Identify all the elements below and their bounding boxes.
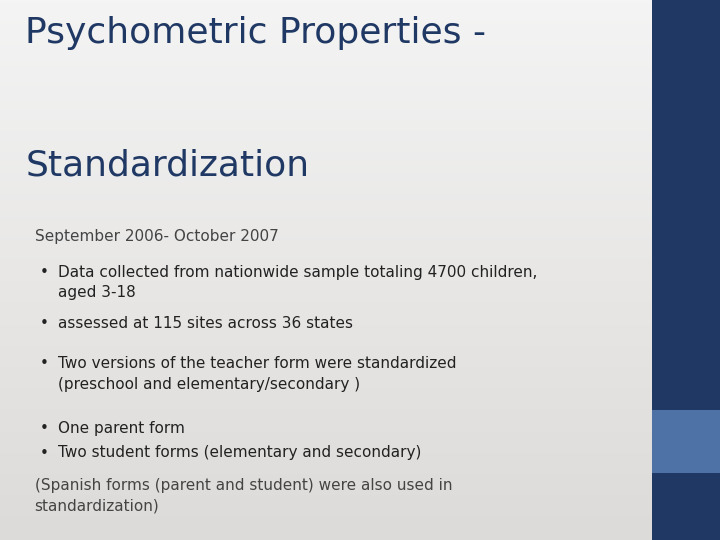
Text: •: •: [40, 421, 48, 436]
Text: •: •: [40, 356, 48, 372]
Bar: [652, 410, 720, 472]
Text: Data collected from nationwide sample totaling 4700 children,
aged 3-18: Data collected from nationwide sample to…: [58, 265, 537, 300]
Text: (Spanish forms (parent and student) were also used in
standardization): (Spanish forms (parent and student) were…: [35, 478, 452, 514]
Text: •: •: [40, 446, 48, 461]
Text: Two versions of the teacher form were standardized
(preschool and elementary/sec: Two versions of the teacher form were st…: [58, 356, 456, 392]
Text: Two student forms (elementary and secondary): Two student forms (elementary and second…: [58, 446, 421, 461]
Text: Psychometric Properties -: Psychometric Properties -: [25, 16, 486, 50]
Text: •: •: [40, 265, 48, 280]
Text: assessed at 115 sites across 36 states: assessed at 115 sites across 36 states: [58, 316, 353, 331]
Text: One parent form: One parent form: [58, 421, 184, 436]
Text: Standardization: Standardization: [25, 148, 310, 183]
Text: September 2006- October 2007: September 2006- October 2007: [35, 230, 279, 245]
Text: •: •: [40, 316, 48, 331]
Bar: [652, 0, 720, 410]
Bar: [652, 472, 720, 540]
